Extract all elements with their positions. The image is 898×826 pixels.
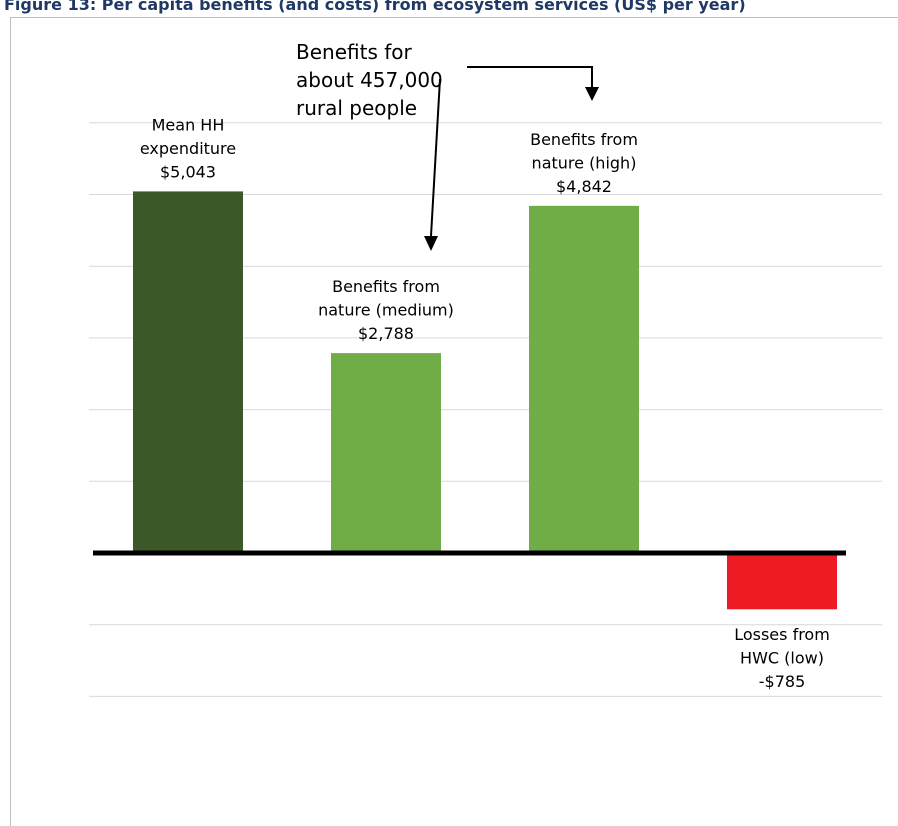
data-label-line: expenditure	[140, 139, 236, 158]
data-label-line: $2,788	[358, 324, 414, 343]
bar-3	[529, 206, 639, 553]
data-label-line: $5,043	[160, 162, 216, 181]
data-label-2: Benefits from nature (medium) $2,788	[318, 277, 454, 343]
bar-4	[727, 553, 837, 609]
data-label-line: Losses from	[734, 625, 830, 644]
callout-arrowhead-high	[585, 87, 599, 101]
data-label-4: Losses from HWC (low) -$785	[734, 625, 830, 691]
data-label-line: HWC (low)	[740, 649, 824, 668]
data-label-line: $4,842	[556, 177, 612, 196]
data-label-line: nature (high)	[532, 153, 637, 172]
data-label-line: Benefits from	[530, 130, 638, 149]
callout-arrowhead-medium	[424, 236, 438, 251]
data-label-line: Benefits from	[332, 277, 440, 296]
data-label-3: Benefits from nature (high) $4,842	[530, 130, 638, 196]
data-label-line: Mean HH	[152, 115, 225, 134]
callout-annotation: Benefits for about 457,000 rural people	[296, 38, 496, 120]
data-label-1: Mean HH expenditure $5,043	[140, 115, 236, 181]
data-label-line: -$785	[759, 672, 806, 691]
bar-1	[133, 191, 243, 553]
bar-2	[331, 353, 441, 553]
data-label-line: nature (medium)	[318, 301, 454, 320]
